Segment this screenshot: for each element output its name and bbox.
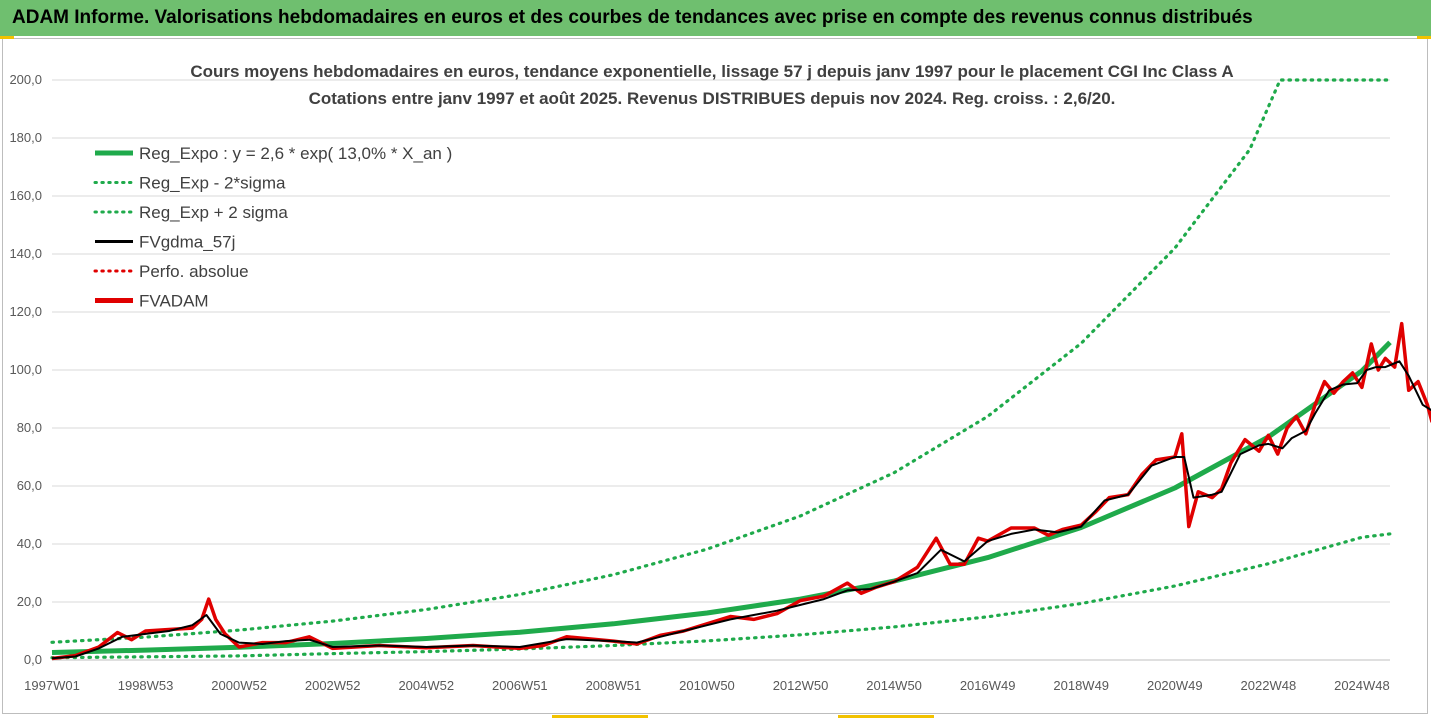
x-tick-label: 2014W50 — [866, 678, 922, 693]
legend-label-5: FVADAM — [139, 292, 209, 311]
legend-label-0: Reg_Expo : y = 2,6 * exp( 13,0% * X_an ) — [139, 144, 452, 163]
x-tick-label: 1998W53 — [118, 678, 174, 693]
y-tick-label: 60,0 — [17, 478, 42, 493]
corner-mark-bottom-2 — [838, 715, 934, 718]
y-tick-label: 20,0 — [17, 594, 42, 609]
y-tick-label: 160,0 — [9, 188, 42, 203]
x-tick-label: 2012W50 — [773, 678, 829, 693]
x-tick-label: 2016W49 — [960, 678, 1016, 693]
series-line-0 — [51, 340, 1392, 655]
y-tick-label: 100,0 — [9, 362, 42, 377]
x-tick-label: 2000W52 — [211, 678, 267, 693]
report-title: ADAM Informe. Valorisations hebdomadaire… — [12, 7, 1253, 28]
chart-area: 0,0 20,0 40,0 60,0 80,0 100,0 120,0 140,0 160,0 1… — [9, 62, 1431, 693]
x-tick-label: 2002W52 — [305, 678, 361, 693]
y-tick-label: 40,0 — [17, 536, 42, 551]
y-tick-label: 180,0 — [9, 130, 42, 145]
y-tick-label: 120,0 — [9, 304, 42, 319]
corner-mark-top-right — [1417, 36, 1431, 39]
legend-label-3: FVgdma_57j — [139, 233, 235, 252]
series-lines — [50, 78, 1431, 661]
x-tick-label: 2010W50 — [679, 678, 735, 693]
x-tick-label: 2008W51 — [586, 678, 642, 693]
x-tick-label: 2020W49 — [1147, 678, 1203, 693]
chart-frame — [2, 38, 1428, 714]
x-tick-label: 2018W49 — [1053, 678, 1109, 693]
y-tick-label: 200,0 — [9, 72, 42, 87]
corner-mark-top-left — [0, 36, 14, 39]
corner-mark-bottom-1 — [552, 715, 648, 718]
y-tick-label: 0,0 — [24, 652, 42, 667]
x-tick-label: 2022W48 — [1241, 678, 1297, 693]
gridlines — [52, 79, 1390, 661]
x-tick-label: 1997W01 — [24, 678, 80, 693]
report-banner: ADAM Informe. Valorisations hebdomadaire… — [0, 0, 1431, 36]
chart-title-line1: Cours moyens hebdomadaires en euros, ten… — [190, 62, 1233, 81]
series-line-2 — [50, 78, 1392, 644]
x-tick-label: 2006W51 — [492, 678, 548, 693]
x-tick-label: 2024W48 — [1334, 678, 1390, 693]
series-line-1 — [50, 532, 1392, 660]
axes: 0,0 20,0 40,0 60,0 80,0 100,0 120,0 140,0 160,0 1… — [9, 72, 1390, 693]
y-tick-label: 140,0 — [9, 246, 42, 261]
chart-title-line2: Cotations entre janv 1997 et août 2025. … — [309, 89, 1116, 108]
series-line-3 — [51, 360, 1431, 660]
y-tick-label: 80,0 — [17, 420, 42, 435]
legend: Reg_Expo : y = 2,6 * exp( 13,0% * X_an )… — [93, 144, 452, 311]
x-tick-label: 2004W52 — [398, 678, 454, 693]
legend-label-4: Perfo. absolue — [139, 262, 249, 281]
legend-label-1: Reg_Exp - 2*sigma — [139, 174, 286, 193]
legend-label-2: Reg_Exp + 2 sigma — [139, 203, 288, 222]
